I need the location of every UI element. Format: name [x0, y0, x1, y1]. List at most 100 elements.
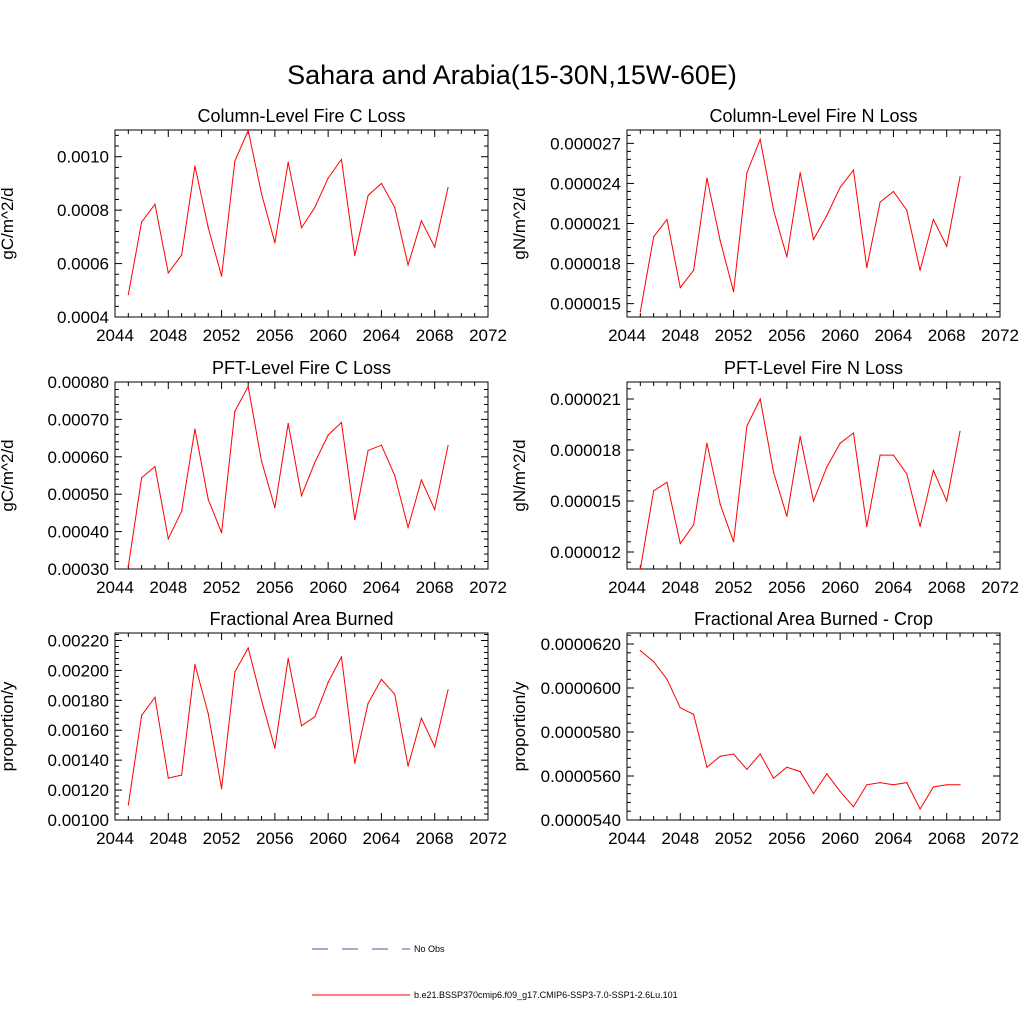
data-point — [287, 657, 289, 660]
data-point — [420, 220, 422, 222]
x-tick-label: 2072 — [981, 326, 1019, 345]
data-point — [354, 762, 356, 764]
data-point — [746, 425, 748, 427]
plot-frame — [114, 129, 489, 318]
data-point — [194, 663, 196, 666]
data-point — [247, 385, 249, 388]
data-point — [220, 787, 223, 790]
panel-title: Fractional Area Burned — [209, 609, 393, 629]
x-tick-label: 2068 — [416, 326, 454, 345]
legend-label: b.e21.BSSP370cmip6.f09_g17.CMIP6-SSP3-7.… — [414, 990, 678, 1000]
y-tick-label: 0.0000540 — [541, 811, 621, 830]
x-tick-label: 2068 — [416, 578, 454, 597]
x-tick-label: 2064 — [363, 326, 401, 345]
data-point — [666, 481, 668, 483]
x-tick-label: 2060 — [309, 326, 347, 345]
y-tick-label: 0.0000600 — [541, 679, 621, 698]
data-point — [141, 714, 143, 716]
y-tick-label: 0.00070 — [48, 410, 109, 429]
y-axis-label: gC/m^2/d — [0, 187, 17, 259]
y-tick-label: 0.00200 — [48, 661, 109, 680]
data-point — [141, 221, 143, 223]
x-tick-label: 2052 — [715, 326, 753, 345]
data-point — [327, 681, 329, 683]
panel-title: Column-Level Fire C Loss — [197, 106, 405, 126]
data-point — [639, 568, 641, 570]
data-point — [260, 193, 263, 195]
data-point — [340, 421, 343, 423]
data-point — [154, 203, 156, 205]
x-tick-label: 2056 — [256, 578, 294, 597]
x-tick-label: 2068 — [928, 578, 966, 597]
y-tick-label: 0.000021 — [550, 390, 621, 409]
x-tick-label: 2068 — [416, 829, 454, 848]
plot-frame — [114, 632, 489, 821]
x-tick-label: 2068 — [928, 829, 966, 848]
data-point — [394, 693, 396, 695]
y-tick-label: 0.00220 — [48, 631, 109, 650]
data-point — [906, 473, 908, 475]
data-point — [260, 460, 263, 462]
data-point — [866, 784, 868, 786]
data-point — [666, 218, 668, 221]
data-point — [693, 713, 695, 716]
x-tick-label: 2064 — [363, 578, 401, 597]
data-point — [220, 275, 223, 277]
data-point — [380, 444, 383, 446]
x-tick-label: 2044 — [608, 326, 646, 345]
chart-panel-5: Fractional Area Burned 2044 2048 2052 2056 20… — [0, 609, 507, 848]
x-tick-label: 2060 — [821, 326, 859, 345]
y-tick-label: 0.000021 — [550, 215, 621, 234]
data-point — [959, 176, 961, 178]
data-point — [260, 699, 263, 701]
figure-title: Sahara and Arabia(15-30N,15W-60E) — [287, 60, 737, 90]
data-point — [799, 435, 801, 437]
data-point — [812, 500, 815, 502]
y-tick-label: 0.0006 — [57, 255, 109, 274]
data-point — [234, 160, 236, 162]
data-point — [932, 218, 934, 221]
data-point — [839, 442, 841, 444]
y-tick-label: 0.00100 — [48, 811, 109, 830]
x-tick-label: 2072 — [469, 829, 507, 848]
y-tick-label: 0.000024 — [550, 174, 621, 193]
data-point — [181, 510, 183, 513]
panel-title: PFT-Level Fire C Loss — [212, 358, 391, 378]
data-point — [666, 678, 668, 680]
data-point — [327, 434, 329, 436]
legend-label: No Obs — [414, 944, 445, 954]
data-point — [679, 287, 681, 289]
x-tick-label: 2044 — [96, 578, 134, 597]
data-point — [719, 755, 721, 757]
data-point — [932, 786, 934, 788]
data-point — [127, 293, 129, 296]
x-tick-label: 2052 — [203, 326, 241, 345]
x-tick-label: 2064 — [875, 829, 913, 848]
x-tick-label: 2068 — [928, 326, 966, 345]
x-tick-label: 2056 — [768, 829, 806, 848]
x-tick-label: 2044 — [96, 326, 134, 345]
data-point — [314, 716, 316, 718]
series-line — [127, 646, 449, 806]
data-point — [274, 507, 276, 509]
y-tick-label: 0.000018 — [550, 441, 621, 460]
data-point — [892, 190, 895, 193]
data-point — [420, 479, 422, 481]
data-point — [127, 804, 129, 806]
series-line — [127, 128, 449, 295]
series-line — [639, 397, 961, 570]
data-point — [653, 661, 655, 663]
data-point — [247, 647, 249, 649]
data-point — [772, 209, 775, 211]
x-tick-label: 2048 — [661, 829, 699, 848]
x-tick-label: 2072 — [981, 578, 1019, 597]
data-point — [407, 264, 409, 266]
data-point — [300, 725, 303, 727]
y-tick-label: 0.0008 — [57, 201, 109, 220]
y-tick-label: 0.00160 — [48, 721, 109, 740]
x-tick-label: 2048 — [661, 326, 699, 345]
data-point — [732, 541, 735, 543]
data-point — [434, 508, 436, 511]
x-tick-label: 2056 — [256, 326, 294, 345]
